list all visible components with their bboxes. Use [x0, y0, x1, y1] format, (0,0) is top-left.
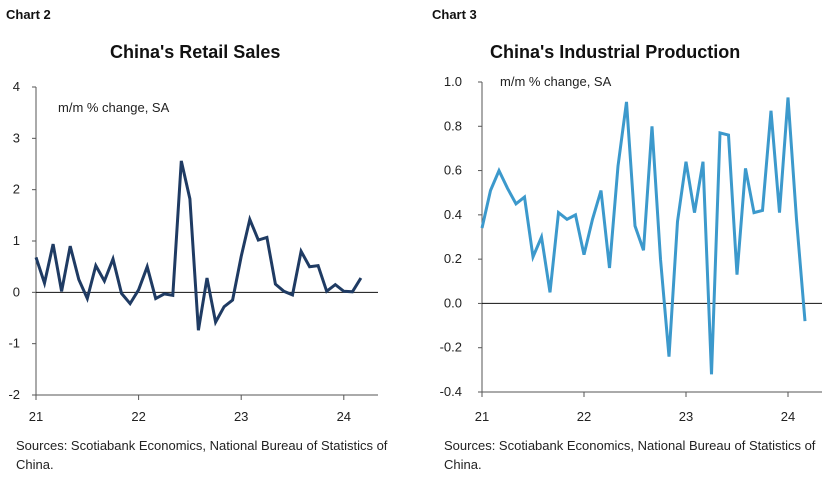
y-tick-label: -0.2 — [440, 340, 462, 355]
y-tick-label: 3 — [13, 130, 20, 145]
y-tick-label: 0.2 — [444, 251, 462, 266]
x-tick-label: 23 — [679, 409, 693, 424]
y-tick-label: 1.0 — [444, 74, 462, 89]
industrial-production-chart: -0.4 -0.2 0.0 0.2 0.4 0.6 0.8 1.0 21 22 23 24 — [440, 74, 822, 424]
x-tick-label: 22 — [131, 409, 145, 424]
y-tick-label: 0.4 — [444, 207, 462, 222]
industrial-production-panel: Chart 3 China's Industrial Production m/… — [414, 0, 828, 482]
x-tick-label: 24 — [781, 409, 795, 424]
chart-title: China's Retail Sales — [110, 42, 281, 62]
x-tick-label: 24 — [337, 409, 351, 424]
y-tick-label: 0.8 — [444, 118, 462, 133]
y-tick-label: 0 — [13, 284, 20, 299]
series-line — [480, 97, 807, 375]
chart-label: Chart 3 — [432, 7, 477, 22]
y-tick-label: -2 — [8, 387, 20, 402]
y-tick-label: -0.4 — [440, 384, 462, 399]
x-tick-label: 22 — [577, 409, 591, 424]
source-note: Sources: Scotiabank Economics, National … — [16, 438, 388, 472]
series-line — [34, 160, 363, 331]
source-note: Sources: Scotiabank Economics, National … — [444, 438, 816, 472]
chart-subtitle: m/m % change, SA — [58, 100, 170, 115]
retail-sales-panel: Chart 2 China's Retail Sales m/m % chang… — [6, 7, 388, 472]
x-tick-label: 21 — [475, 409, 489, 424]
chart-title: China's Industrial Production — [490, 42, 741, 62]
y-tick-label: 0.0 — [444, 295, 462, 310]
chart-label: Chart 2 — [6, 7, 51, 22]
y-tick-label: 1 — [13, 233, 20, 248]
x-tick-label: 21 — [29, 409, 43, 424]
y-tick-label: -1 — [8, 336, 20, 351]
y-tick-label: 4 — [13, 79, 20, 94]
y-tick-label: 0.6 — [444, 163, 462, 178]
y-tick-label: 2 — [13, 182, 20, 197]
chart-subtitle: m/m % change, SA — [500, 74, 612, 89]
x-tick-label: 23 — [234, 409, 248, 424]
